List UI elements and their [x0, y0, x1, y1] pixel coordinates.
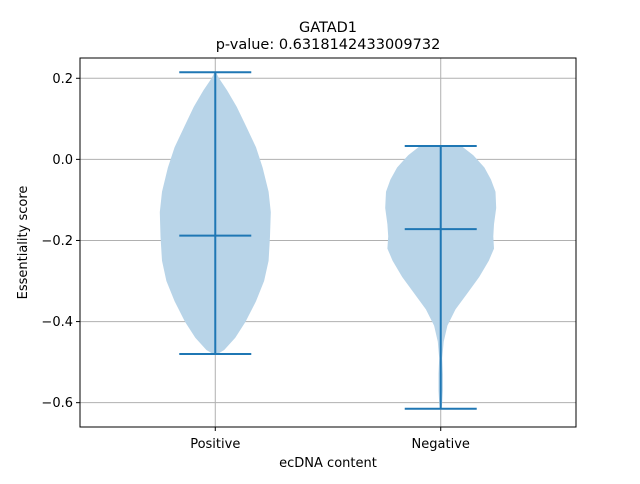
y-tick-label: 0.2: [52, 72, 73, 87]
x-axis-ticks: Positive Negative: [190, 427, 470, 452]
plot-frame: [79, 57, 577, 428]
violin-stat-lines: [179, 71, 477, 410]
chart-subtitle: p-value: 0.6318142433009732: [216, 37, 441, 53]
y-axis-ticks: −0.6 −0.4 −0.2 0.0 0.2: [41, 72, 80, 411]
x-tick-label: Negative: [412, 437, 470, 452]
chart-title: GATAD1: [299, 20, 357, 36]
y-tick-label: 0.0: [52, 153, 73, 168]
y-tick-label: −0.4: [41, 315, 73, 330]
y-tick-label: −0.6: [41, 396, 73, 411]
x-tick-label: Positive: [190, 437, 240, 452]
y-tick-label: −0.2: [41, 234, 73, 249]
grid-lines: [80, 58, 576, 427]
x-axis-label: ecDNA content: [279, 456, 377, 471]
y-axis-label: Essentiality score: [16, 186, 31, 300]
